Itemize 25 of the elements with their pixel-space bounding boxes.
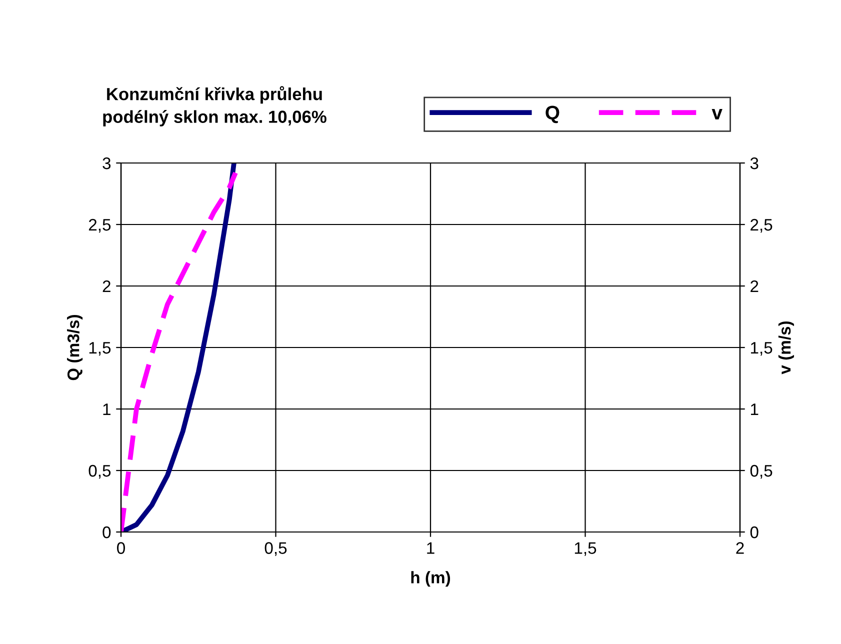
y-tick-label: 1 [103, 404, 110, 416]
x-tick-label: 1 [427, 542, 434, 554]
y-axis-title: Q (m3/s) [67, 314, 83, 380]
y-tick-label: 0 [102, 526, 111, 538]
y-tick-label: 0,5 [88, 464, 111, 479]
y2-tick-label: 2 [750, 280, 758, 292]
x-tick-label: 0 [117, 542, 125, 554]
y2-tick-label: 0 [750, 526, 758, 538]
y-tick-label: 2 [102, 280, 110, 292]
x-axis-title: h (m) [411, 571, 450, 587]
y2-axis-title: v (m/s) [778, 321, 794, 374]
y2-tick-label: 3 [750, 157, 758, 170]
legend-label: Q [546, 106, 560, 124]
y2-tick-label: 1 [750, 404, 758, 416]
x-tick-label: 2 [736, 542, 744, 554]
y-tick-label: 2,5 [88, 218, 111, 233]
y2-tick-label: 0,5 [750, 464, 772, 479]
x-tick-label: 1,5 [574, 542, 596, 556]
y2-tick-label: 2,5 [750, 218, 772, 233]
legend-label: v [712, 109, 722, 120]
x-tick-label: 0,5 [264, 542, 287, 556]
y-tick-label: 1,5 [89, 342, 111, 356]
chart-title: Konzumční křivka průlehu podélný sklon max. 10,06% [103, 86, 326, 126]
y-tick-label: 3 [102, 157, 111, 170]
y2-tick-label: 1,5 [750, 342, 772, 356]
